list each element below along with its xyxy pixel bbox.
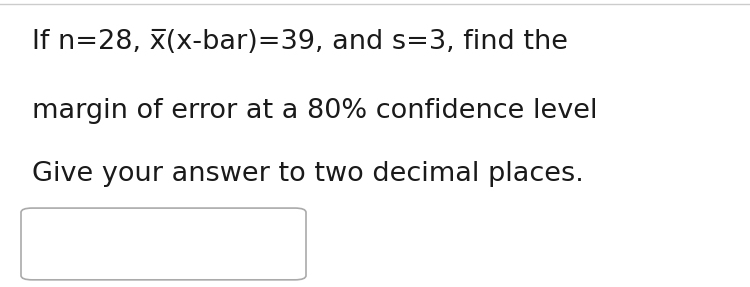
- Text: If n=28, x̅(x-bar)=39, and s=3, find the: If n=28, x̅(x-bar)=39, and s=3, find the: [32, 29, 568, 55]
- Text: margin of error at a 80% confidence level: margin of error at a 80% confidence leve…: [32, 98, 598, 124]
- FancyBboxPatch shape: [21, 208, 306, 280]
- Text: Give your answer to two decimal places.: Give your answer to two decimal places.: [32, 161, 584, 187]
